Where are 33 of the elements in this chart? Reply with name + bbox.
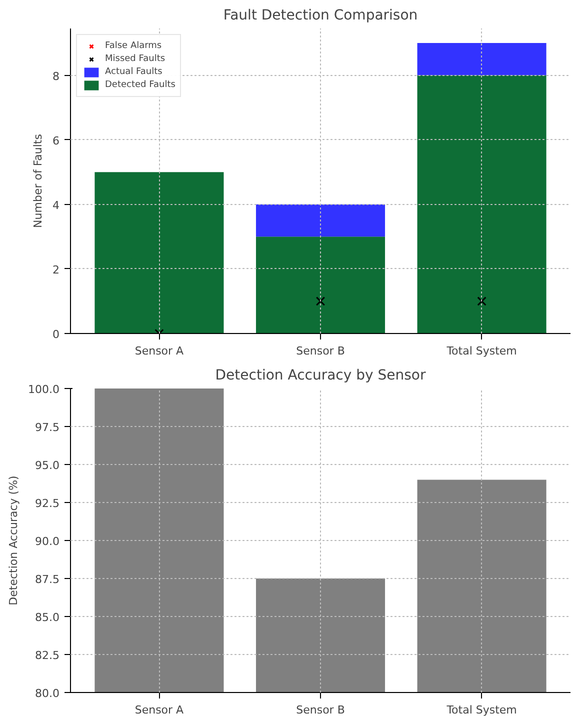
y-tick-label: 2 <box>52 263 60 276</box>
y-tick-label: 0 <box>52 328 60 341</box>
bar <box>417 43 546 76</box>
y-tick-label: 82.5 <box>35 649 60 662</box>
legend-label: Detected Faults <box>105 80 176 90</box>
y-tick-label: 90.0 <box>35 535 60 548</box>
y-tick-label: 95.0 <box>35 459 60 472</box>
legend-label: False Alarms <box>105 41 162 51</box>
y-tick-label: 92.5 <box>35 497 60 510</box>
bar <box>256 204 386 237</box>
chart-title: Fault Detection Comparison <box>223 8 418 24</box>
y-tick-label: 6 <box>52 134 60 148</box>
y-tick-label: 8 <box>52 70 60 83</box>
y-tick-label: 97.5 <box>35 421 60 434</box>
x-tick-label: Sensor A <box>134 344 184 358</box>
bar <box>94 172 224 334</box>
bar <box>256 236 386 334</box>
y-axis-title: Detection Accuracy (%) <box>7 476 20 606</box>
x-tick-label: Total System <box>446 344 517 358</box>
x-tick-label: Sensor A <box>134 704 184 716</box>
x-tick-label: Total System <box>446 704 517 716</box>
y-tick-label: 85.0 <box>35 611 60 624</box>
y-tick-label: 100.0 <box>28 383 60 396</box>
y-tick-label: 4 <box>52 198 60 212</box>
bar <box>417 75 546 334</box>
chart-title: Detection Accuracy by Sensor <box>215 368 426 384</box>
y-axis-title: Number of Faults <box>32 134 44 228</box>
y-tick-label: 87.5 <box>35 573 60 586</box>
x-tick-label: Sensor B <box>296 344 345 358</box>
x-tick-label: Sensor B <box>296 704 345 716</box>
legend-label: Missed Faults <box>105 54 166 64</box>
legend-label: Actual Faults <box>105 67 162 77</box>
y-tick-label: 80.0 <box>35 687 60 700</box>
